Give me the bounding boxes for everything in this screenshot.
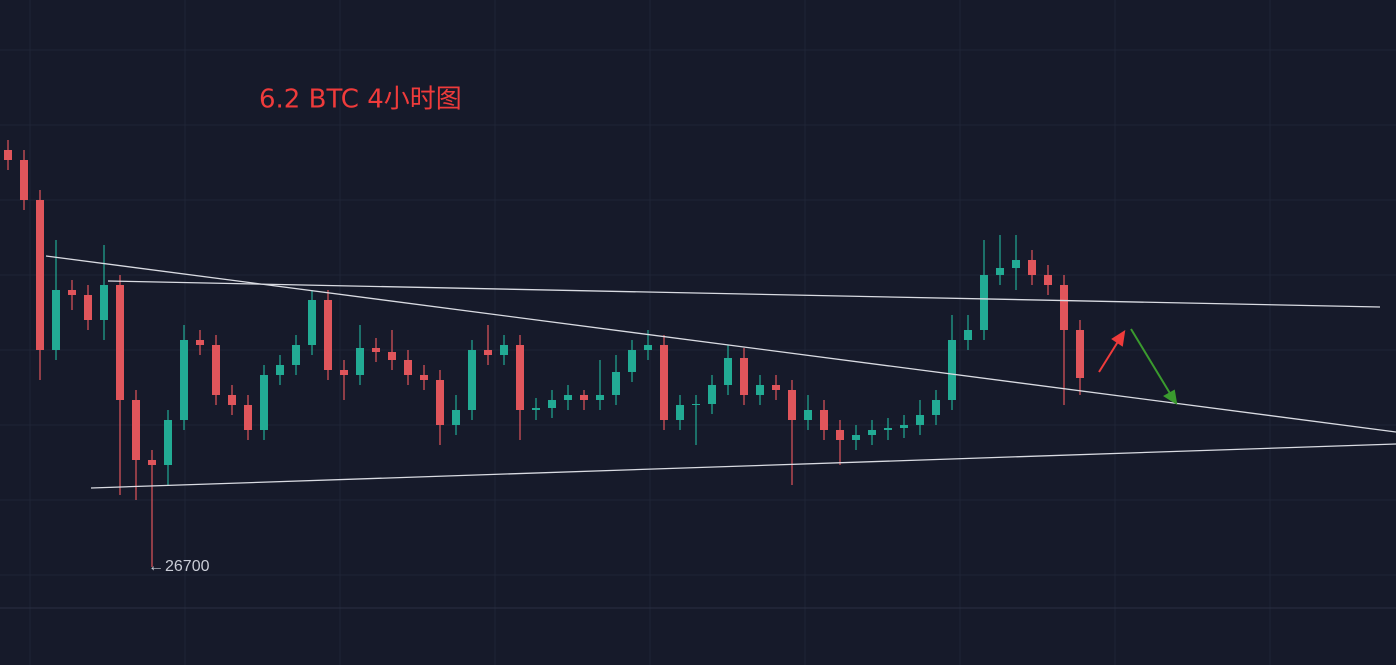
candle-body: [436, 380, 444, 425]
trend-line: [107, 280, 1381, 308]
candle-body: [1012, 260, 1020, 268]
candle-body: [660, 345, 668, 420]
candle-body: [1060, 285, 1068, 330]
candle-body: [692, 404, 700, 405]
arrow-head: [1111, 329, 1126, 347]
candle-body: [868, 430, 876, 435]
arrow-line: [1098, 339, 1120, 373]
candle-body: [980, 275, 988, 330]
candle-body: [20, 160, 28, 200]
chart-title: 6.2 BTC 4小时图: [259, 85, 462, 115]
candle-body: [676, 405, 684, 420]
candle-body: [52, 290, 60, 350]
arrow-head: [1163, 389, 1178, 406]
candle-body: [996, 268, 1004, 275]
candle-body: [468, 350, 476, 410]
candle-body: [132, 400, 140, 460]
low-label: 26700: [165, 558, 210, 575]
candle-body: [580, 395, 588, 400]
candle-body: [724, 358, 732, 385]
candle-body: [644, 345, 652, 350]
candle-body: [100, 285, 108, 320]
candle-body: [68, 290, 76, 295]
candle-body: [36, 200, 44, 350]
candle-body: [964, 330, 972, 340]
candle-body: [116, 285, 124, 400]
candle-body: [756, 385, 764, 395]
candle-body: [852, 435, 860, 440]
candle-body: [788, 390, 796, 420]
candle-body: [372, 348, 380, 352]
candle-body: [196, 340, 204, 345]
trend-line: [90, 443, 1396, 489]
candle-body: [388, 352, 396, 360]
candle-body: [420, 375, 428, 380]
arrow-up: [1098, 329, 1126, 373]
candle-body: [1028, 260, 1036, 275]
candle-body: [484, 350, 492, 355]
candle-body: [324, 300, 332, 370]
candle-body: [340, 370, 348, 375]
candle-body: [1076, 330, 1084, 378]
trend-lines: [45, 255, 1396, 489]
arrow-down: [1130, 328, 1178, 406]
candle-body: [612, 372, 620, 395]
candle-body: [900, 425, 908, 428]
candle-body: [596, 395, 604, 400]
candle-body: [916, 415, 924, 425]
candle-body: [532, 408, 540, 410]
candle-body: [804, 410, 812, 420]
candle-body: [260, 375, 268, 430]
candle-body: [772, 385, 780, 390]
candle-body: [292, 345, 300, 365]
candle-body: [948, 340, 956, 400]
trend-line: [45, 255, 1396, 433]
candle-body: [820, 410, 828, 430]
candle-body: [1044, 275, 1052, 285]
candle-body: [84, 295, 92, 320]
candle-body: [404, 360, 412, 375]
candle-body: [228, 395, 236, 405]
candle-body: [932, 400, 940, 415]
candle-body: [708, 385, 716, 404]
candle-body: [244, 405, 252, 430]
candle-body: [164, 420, 172, 465]
candle-body: [276, 365, 284, 375]
candles: [4, 140, 1084, 567]
candle-body: [148, 460, 156, 465]
candle-body: [564, 395, 572, 400]
low-arrow: ←: [148, 558, 164, 575]
candle-body: [740, 358, 748, 395]
candle-body: [500, 345, 508, 355]
candle-body: [356, 348, 364, 375]
candle-body: [308, 300, 316, 345]
candle-body: [212, 345, 220, 395]
candle-body: [884, 428, 892, 430]
candle-body: [836, 430, 844, 440]
candle-body: [452, 410, 460, 425]
candle-body: [628, 350, 636, 372]
candle-body: [516, 345, 524, 410]
arrow-line: [1130, 328, 1172, 396]
candle-body: [548, 400, 556, 408]
candle-body: [180, 340, 188, 420]
candle-body: [4, 150, 12, 160]
